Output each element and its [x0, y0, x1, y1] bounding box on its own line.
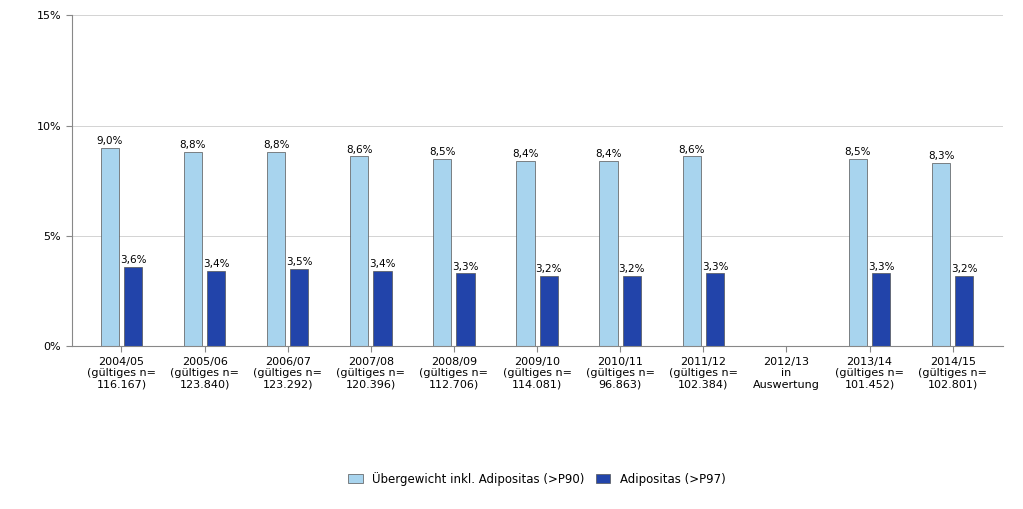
Bar [599, 161, 618, 346]
Bar [872, 273, 890, 346]
Bar [955, 275, 974, 346]
Bar [124, 267, 142, 346]
Text: 8,6%: 8,6% [346, 145, 372, 155]
Text: 9,0%: 9,0% [96, 136, 123, 146]
Text: 3,3%: 3,3% [702, 262, 728, 272]
Bar [517, 161, 535, 346]
Text: 3,4%: 3,4% [369, 260, 396, 269]
Bar [291, 269, 309, 346]
Bar [682, 156, 701, 346]
Bar [623, 275, 641, 346]
Text: 8,3%: 8,3% [928, 151, 954, 161]
Bar [932, 163, 950, 346]
Text: 3,6%: 3,6% [120, 255, 146, 265]
Text: 8,6%: 8,6% [678, 145, 705, 155]
Bar [849, 159, 868, 346]
Bar [373, 271, 392, 346]
Bar [207, 271, 225, 346]
Text: 3,2%: 3,2% [619, 264, 646, 274]
Text: 3,3%: 3,3% [868, 262, 894, 272]
Text: 3,5%: 3,5% [286, 257, 313, 267]
Text: 3,4%: 3,4% [203, 260, 229, 269]
Text: 8,4%: 8,4% [513, 149, 539, 159]
Text: 3,2%: 3,2% [951, 264, 978, 274]
Text: 8,8%: 8,8% [263, 140, 290, 150]
Bar [706, 273, 724, 346]
Bar [267, 152, 285, 346]
Bar [184, 152, 203, 346]
Text: 8,5%: 8,5% [845, 147, 872, 157]
Bar [433, 159, 451, 346]
Bar [350, 156, 368, 346]
Text: 3,3%: 3,3% [452, 262, 479, 272]
Bar [456, 273, 475, 346]
Text: 8,5%: 8,5% [429, 147, 455, 157]
Legend: Übergewicht inkl. Adipositas (>P90), Adipositas (>P97): Übergewicht inkl. Adipositas (>P90), Adi… [345, 468, 729, 489]
Bar [539, 275, 558, 346]
Text: 8,4%: 8,4% [595, 149, 622, 159]
Bar [100, 148, 119, 346]
Text: 3,2%: 3,2% [535, 264, 562, 274]
Text: 8,8%: 8,8% [180, 140, 207, 150]
